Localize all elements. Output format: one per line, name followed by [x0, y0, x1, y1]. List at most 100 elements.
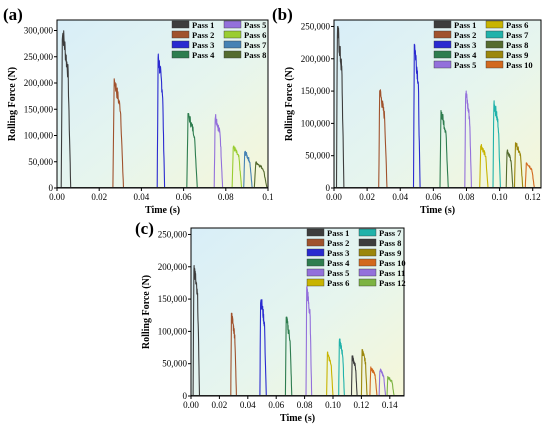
legend-swatch [306, 268, 325, 277]
x-tick-label: 0.02 [212, 400, 228, 410]
series-line-pass-2 [230, 312, 237, 397]
legend-label: Pass 7 [379, 228, 402, 238]
legend-swatch [485, 50, 504, 59]
legend-swatch [358, 268, 377, 277]
legend-label: Pass 2 [327, 238, 349, 248]
x-tick-label: 0.14 [382, 400, 398, 410]
legend-label: Pass 2 [454, 30, 476, 40]
x-tick-label: 0.12 [354, 400, 370, 410]
y-axis-label: Rolling Force (N) [7, 67, 18, 141]
legend-label: Pass 3 [192, 40, 214, 50]
x-axis-label: Time (s) [420, 205, 455, 216]
y-axis-label: Rolling Force (N) [141, 275, 152, 349]
plot-frame [190, 227, 405, 397]
series-line-pass-8 [505, 149, 514, 189]
legend-swatch [485, 30, 504, 39]
legend-swatch [223, 30, 242, 39]
legend-swatch [306, 278, 325, 287]
legend-label: Pass 1 [327, 228, 349, 238]
y-tick-label: 0 [49, 183, 54, 193]
series-line-pass-5 [464, 90, 473, 189]
legend-label: Pass 8 [244, 50, 266, 60]
chart-panel-2: 0.00 0.02 0.04 0.06 0.08 0.10 0.12 0 50,000 100,0… [272, 5, 542, 216]
legend-label: Pass 5 [454, 60, 476, 70]
legend-label: Pass 11 [379, 268, 405, 278]
series-line-pass-1 [335, 25, 345, 189]
x-tick-label: 0.06 [268, 400, 284, 410]
y-tick-label: 150,000 [24, 104, 54, 114]
legend-label: Pass 10 [379, 258, 406, 268]
y-tick-label: 50,000 [28, 157, 53, 167]
legend-label: Pass 9 [379, 248, 401, 258]
panel-label: (a) [3, 5, 23, 24]
legend-swatch [433, 60, 452, 69]
legend-swatch [485, 20, 504, 29]
y-axis-label: Rolling Force (N) [284, 67, 295, 141]
legend-swatch [306, 248, 325, 257]
legend-label: Pass 7 [244, 40, 267, 50]
y-tick-label: 100,000 [24, 131, 54, 141]
legend-label: Pass 6 [506, 20, 528, 30]
legend-swatch [306, 228, 325, 237]
y-tick-label: 200,000 [24, 78, 54, 88]
legend-swatch [306, 238, 325, 247]
legend-label: Pass 1 [454, 20, 476, 30]
x-tick-label: 0.08 [218, 192, 234, 202]
legend-swatch [171, 20, 190, 29]
legend-swatch [358, 278, 377, 287]
x-tick-label: 0.10 [325, 400, 341, 410]
series-line-pass-10 [524, 162, 535, 189]
plot-frame [56, 19, 269, 189]
x-tick-label: 0.04 [240, 400, 256, 410]
legend-swatch [433, 50, 452, 59]
legend-label: Pass 4 [327, 258, 350, 268]
legend-label: Pass 7 [506, 30, 529, 40]
y-tick-label: 50,000 [162, 359, 187, 369]
series-line-pass-4 [439, 109, 449, 189]
legend-label: Pass 8 [506, 40, 528, 50]
x-tick-label: 0.10 [492, 192, 508, 202]
x-tick-label: 0.04 [134, 192, 150, 202]
y-tick-label: 50,000 [305, 151, 330, 161]
series-line-pass-1 [192, 264, 201, 397]
legend-label: Pass 4 [454, 50, 477, 60]
series-line-pass-3 [156, 53, 166, 189]
chart-panel-1: 0.00 0.02 0.04 0.06 0.08 0.1 0 50,000 100,000 150… [3, 5, 274, 216]
legend-label: Pass 3 [454, 40, 476, 50]
panel-label: (b) [272, 5, 293, 24]
legend-swatch [358, 228, 377, 237]
legend-label: Pass 2 [192, 30, 214, 40]
chart-panel-3: 0.00 0.02 0.04 0.06 0.08 0.10 0.12 0.14 0 50,000 1… [135, 219, 406, 424]
legend-swatch [171, 30, 190, 39]
series-line-pass-2 [112, 78, 125, 189]
x-tick-label: 0.02 [359, 192, 375, 202]
legend-swatch [223, 50, 242, 59]
legend-label: Pass 6 [244, 30, 266, 40]
y-tick-label: 200,000 [301, 54, 331, 64]
series-line-pass-2 [378, 89, 388, 189]
series-line-pass-12 [386, 376, 395, 397]
legend-swatch [306, 258, 325, 267]
x-tick-label: 0.08 [459, 192, 475, 202]
legend-label: Pass 8 [379, 238, 401, 248]
legend-label: Pass 6 [327, 278, 349, 288]
series-line-pass-3 [412, 43, 421, 189]
y-tick-label: 150,000 [158, 294, 188, 304]
series-line-pass-4 [284, 316, 293, 397]
y-tick-label: 200,000 [158, 262, 188, 272]
series-line-pass-7 [338, 338, 345, 397]
legend-swatch [485, 60, 504, 69]
plot-frame [333, 19, 542, 189]
legend-swatch [358, 258, 377, 267]
legend-label: Pass 1 [192, 20, 214, 30]
legend-swatch [433, 20, 452, 29]
legend-swatch [485, 40, 504, 49]
y-tick-label: 250,000 [24, 52, 54, 62]
legend-label: Pass 9 [506, 50, 528, 60]
legend-swatch [223, 40, 242, 49]
x-axis-label: Time (s) [280, 413, 315, 424]
legend-swatch [171, 50, 190, 59]
